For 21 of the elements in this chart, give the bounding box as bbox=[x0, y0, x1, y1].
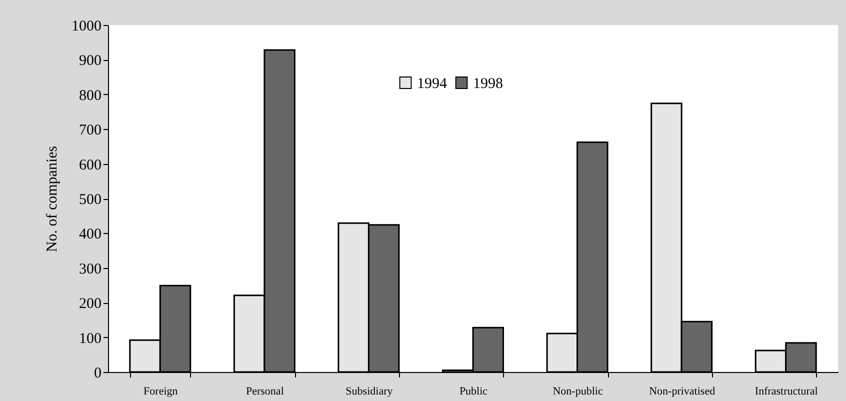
legend-label: 1998 bbox=[473, 76, 503, 92]
y-tick-label: 500 bbox=[79, 192, 102, 208]
y-tick-label: 400 bbox=[79, 226, 102, 243]
y-tick-label: 300 bbox=[79, 261, 102, 278]
x-tick-label: Personal bbox=[246, 386, 284, 398]
y-tick-label: 700 bbox=[79, 122, 102, 139]
x-tick-label: Infrastructural bbox=[754, 386, 818, 398]
y-tick-label: 900 bbox=[79, 53, 102, 70]
y-tick-label: 100 bbox=[79, 330, 102, 347]
y-tick-label: 1000 bbox=[72, 18, 102, 34]
y-axis-title: No. of companies bbox=[44, 146, 60, 252]
y-tick-label: 600 bbox=[79, 157, 102, 174]
x-tick-label: Subsidiary bbox=[346, 386, 394, 398]
x-tick-label: Non-privatised bbox=[649, 386, 716, 398]
x-tick-label: Non-public bbox=[552, 386, 603, 398]
y-tick-label: 0 bbox=[94, 366, 102, 382]
x-tick-label: Public bbox=[459, 386, 488, 398]
y-tick-label: 200 bbox=[79, 296, 102, 312]
legend-label: 1994 bbox=[417, 76, 448, 92]
y-tick-label: 800 bbox=[79, 88, 102, 104]
x-tick-label: Foreign bbox=[144, 386, 178, 398]
